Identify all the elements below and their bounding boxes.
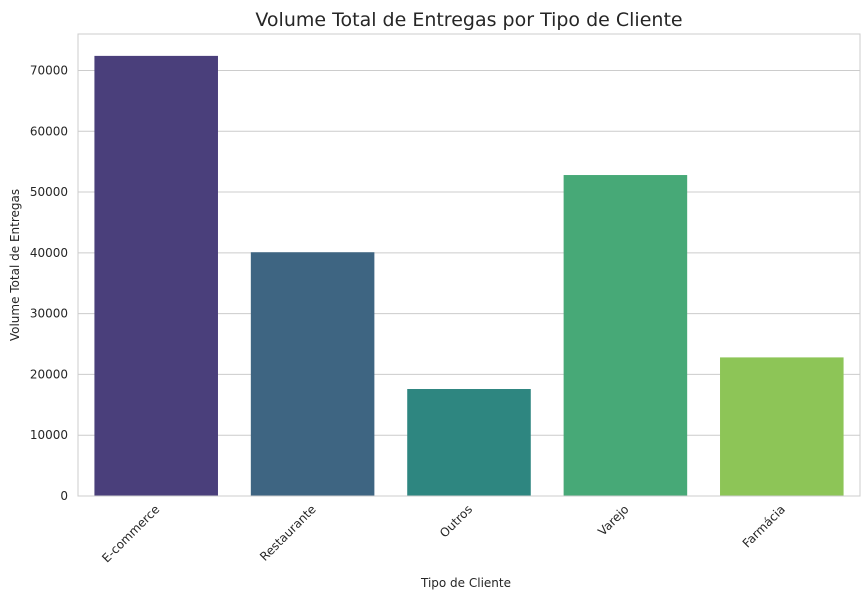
y-tick-label: 60000 — [30, 124, 68, 138]
y-tick-label: 70000 — [30, 63, 68, 77]
bars — [94, 55, 844, 496]
y-axis-label: Volume Total de Entregas — [8, 189, 22, 341]
x-tick-label: Farmácia — [740, 502, 788, 550]
x-tick-label: Outros — [437, 502, 475, 540]
y-tick-label: 50000 — [30, 185, 68, 199]
y-tick-label: 0 — [60, 489, 68, 503]
x-axis-label: Tipo de Cliente — [420, 576, 511, 590]
chart-title: Volume Total de Entregas por Tipo de Cli… — [255, 9, 682, 31]
x-tick-label: E-commerce — [99, 502, 162, 565]
bar-e-commerce — [94, 55, 218, 496]
bar-varejo — [563, 175, 688, 496]
x-tick-labels: E-commerce Restaurante Outros Varejo Farmáci… — [99, 502, 788, 565]
y-tick-label: 40000 — [30, 246, 68, 260]
y-tick-label: 10000 — [30, 428, 68, 442]
y-tick-labels: 0 10000 20000 30000 40000 50000 60000 70000 — [30, 63, 68, 503]
y-tick-label: 30000 — [30, 307, 68, 321]
bar-farm-cia — [720, 357, 844, 496]
plot-frame — [77, 33, 861, 497]
y-tick-label: 20000 — [30, 367, 68, 381]
bar-restaurante — [250, 252, 375, 496]
x-tick-label: Varejo — [595, 502, 631, 538]
x-tick-label: Restaurante — [257, 502, 319, 564]
bar-outros — [407, 389, 531, 496]
